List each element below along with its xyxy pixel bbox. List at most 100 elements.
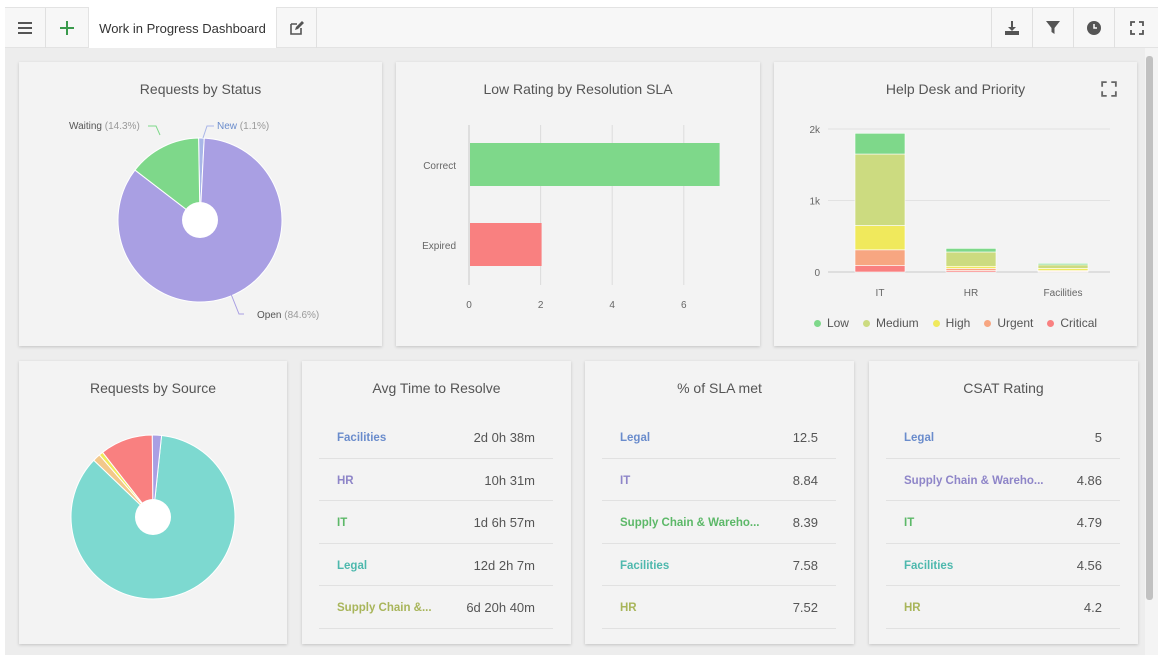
new-slice-label: New (1.1%) (217, 121, 269, 132)
row-value: 7.52 (792, 600, 818, 615)
card-title: Help Desk and Priority (885, 81, 1026, 97)
filter-icon[interactable] (1032, 8, 1073, 48)
chart-legend: Low Medium High Urgent Critical (774, 315, 1137, 331)
row-value: 7.58 (792, 557, 818, 573)
expand-icon[interactable] (1101, 81, 1117, 97)
row-label: Legal (620, 432, 651, 444)
download-icon[interactable] (991, 8, 1032, 48)
plus-icon[interactable] (46, 8, 88, 48)
table-row[interactable]: Facilities 2d 0h 38m (319, 416, 553, 459)
stack-segment-urgent[interactable] (945, 268, 997, 271)
table-row[interactable]: HR 4.2 (886, 586, 1120, 629)
helpdesk-stacked-bar-chart: 0 1k 2k IT HR Facilities (809, 125, 1110, 299)
bar-expired[interactable] (470, 223, 542, 266)
row-label: Supply Chain &... (337, 602, 432, 614)
row-label: IT (620, 474, 631, 487)
table-row[interactable]: Supply Chain &... 6d 20h 40m (319, 586, 553, 629)
dashboard-toolbar: Work in Progress Dashboard (5, 7, 1158, 49)
y-tick-label: 1k (809, 197, 821, 208)
table-row[interactable]: HR 7.52 (602, 586, 836, 629)
table-row[interactable]: Legal 12.5 (602, 416, 836, 459)
scrollbar-thumb[interactable] (1146, 56, 1153, 600)
row-value: 6d 20h 40m (466, 600, 535, 615)
csat-rating-card: CSAT Rating Legal 5 Supply Chain & Wareho… (869, 361, 1138, 644)
row-label: HR (337, 474, 354, 487)
stack-segment-high[interactable] (1037, 268, 1089, 271)
y-tick-label: 2k (809, 125, 821, 136)
stack-segment-critical[interactable] (854, 265, 906, 273)
stack-segment-high[interactable] (854, 225, 906, 251)
table-row[interactable]: Facilities 4.56 (886, 544, 1120, 586)
table-row[interactable]: IT 8.84 (602, 459, 836, 501)
card-title: Requests by Status (139, 81, 262, 97)
row-value: 4.2 (1083, 600, 1102, 615)
x-tick-label: 4 (609, 300, 615, 311)
row-value: 8.39 (792, 515, 818, 530)
x-category-label: IT (876, 288, 885, 299)
table-row[interactable]: Supply Chain & Wareho... 8.39 (602, 501, 836, 544)
stack-segment-high[interactable] (945, 265, 997, 269)
card-title: Low Rating by Resolution SLA (483, 81, 673, 97)
stack-segment-urgent[interactable] (854, 249, 906, 266)
card-title: CSAT Rating (963, 380, 1044, 396)
x-tick-label: 6 (681, 300, 687, 311)
stack-segment-medium[interactable] (945, 251, 997, 267)
clock-icon[interactable] (1073, 8, 1114, 48)
x-category-label: HR (964, 288, 978, 299)
requests-by-status-card: Requests by Status Waiting (14.3%) New (… (19, 62, 382, 346)
requests-by-source-card: Requests by Source (19, 361, 287, 644)
legend-label: Medium (875, 316, 919, 330)
sla-bar-chart: 0 2 4 6 Correct Expired (422, 125, 720, 311)
row-label: Supply Chain & Wareho... (904, 474, 1044, 487)
legend-dot (862, 319, 870, 327)
x-tick-label: 2 (538, 300, 544, 311)
pie-hole (135, 499, 171, 535)
avg-time-to-resolve-card: Avg Time to Resolve Facilities 2d 0h 38m … (302, 361, 571, 644)
low-rating-sla-card: Low Rating by Resolution SLA 0 2 4 6 Correct… (396, 62, 760, 346)
table-row[interactable]: Legal 5 (886, 416, 1120, 459)
stack-segment-medium[interactable] (1037, 264, 1089, 269)
table-row[interactable]: IT 1d 6h 57m (319, 501, 553, 544)
table-row[interactable]: Facilities 7.58 (602, 544, 836, 586)
stack-segment-low[interactable] (854, 132, 906, 155)
stack-segment-medium[interactable] (854, 153, 906, 226)
pie-slice-waiting[interactable] (134, 137, 201, 222)
table-row[interactable]: Supply Chain & Wareho... 4.86 (886, 459, 1120, 501)
hamburger-menu-icon[interactable] (5, 8, 46, 48)
edit-icon[interactable] (277, 8, 317, 48)
stack-segment-low[interactable] (1037, 263, 1089, 266)
card-title: Avg Time to Resolve (372, 380, 501, 396)
table-row[interactable]: HR 10h 31m (319, 459, 553, 501)
legend-item-urgent[interactable]: Urgent (984, 315, 1033, 331)
bar-correct[interactable] (470, 143, 720, 186)
csat-table: Legal 5 Supply Chain & Wareho... 4.86 IT 4.… (886, 416, 1120, 629)
legend-item-critical[interactable]: Critical (1047, 315, 1097, 331)
sla-met-card: % of SLA met Legal 12.5 IT 8.84 Supply Cha… (585, 361, 854, 644)
row-label: IT (904, 517, 915, 529)
row-label: Supply Chain & Wareho... (620, 517, 760, 529)
y-category-label: Correct (423, 161, 456, 172)
x-category-label: Facilities (1044, 288, 1083, 299)
stack-segment-low[interactable] (945, 248, 997, 253)
legend-item-high[interactable]: High (932, 315, 970, 331)
row-value: 4.79 (1076, 515, 1102, 530)
tab-work-in-progress-dashboard[interactable]: Work in Progress Dashboard (88, 7, 277, 49)
card-title: % of SLA met (677, 380, 762, 396)
legend-item-medium[interactable]: Medium (862, 315, 919, 331)
legend-item-low[interactable]: Low (813, 315, 849, 331)
avg-time-table: Facilities 2d 0h 38m HR 10h 31m IT 1d 6h 57… (319, 416, 553, 629)
row-label: Facilities (620, 559, 670, 572)
legend-label: Urgent (997, 316, 1034, 330)
row-label: Legal (904, 432, 935, 444)
fullscreen-icon[interactable] (1114, 8, 1158, 48)
y-category-label: Expired (422, 241, 456, 252)
tab-label: Work in Progress Dashboard (99, 20, 266, 36)
status-pie-chart: Waiting (14.3%) New (1.1%) Open (84.6%) (69, 121, 319, 321)
row-value: 4.86 (1076, 472, 1102, 488)
legend-dot (932, 319, 940, 327)
table-row[interactable]: IT 4.79 (886, 501, 1120, 544)
table-row[interactable]: Legal 12d 2h 7m (319, 544, 553, 586)
row-label: HR (620, 602, 637, 614)
pie-slice-source-5[interactable] (151, 434, 163, 518)
pie-hole (182, 202, 218, 238)
